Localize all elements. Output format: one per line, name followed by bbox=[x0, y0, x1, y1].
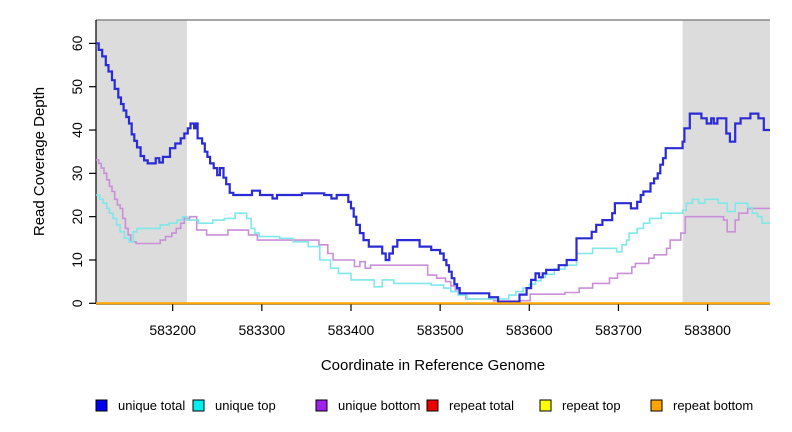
x-axis-title: Coordinate in Reference Genome bbox=[321, 357, 545, 374]
y-tick-label: 0 bbox=[69, 299, 85, 307]
highlight-regions bbox=[96, 20, 770, 304]
legend-label-unique-total: unique total bbox=[118, 398, 185, 413]
series-line-unique-bottom bbox=[96, 159, 770, 302]
x-tick-label: 583600 bbox=[506, 322, 553, 338]
x-tick-label: 583500 bbox=[417, 322, 464, 338]
legend-swatch-repeat-total bbox=[426, 399, 439, 412]
legend-swatch-unique-total bbox=[95, 399, 108, 412]
series-line-unique-top bbox=[96, 194, 770, 300]
legend: unique total unique top unique bottom repea… bbox=[95, 398, 753, 413]
y-tick-label: 10 bbox=[69, 252, 85, 268]
legend-swatch-repeat-bottom bbox=[650, 399, 663, 412]
legend-swatch-unique-bottom bbox=[315, 399, 328, 412]
repeat-region-shading bbox=[682, 20, 770, 304]
legend-swatch-unique-top bbox=[192, 399, 205, 412]
legend-swatch-repeat-top bbox=[539, 399, 552, 412]
legend-label-repeat-bottom: repeat bottom bbox=[673, 398, 753, 413]
series-line-unique-total bbox=[96, 42, 770, 304]
x-tick-label: 583200 bbox=[149, 322, 196, 338]
legend-label-unique-bottom: unique bottom bbox=[338, 398, 420, 413]
legend-label-repeat-top: repeat top bbox=[562, 398, 621, 413]
y-tick-label: 40 bbox=[69, 122, 85, 138]
series-lines bbox=[96, 42, 770, 305]
x-tick-label: 583800 bbox=[684, 322, 731, 338]
y-tick-label: 20 bbox=[69, 209, 85, 225]
legend-label-repeat-total: repeat total bbox=[449, 398, 514, 413]
legend-label-unique-top: unique top bbox=[215, 398, 276, 413]
y-axis-title: Read Coverage Depth bbox=[31, 87, 48, 236]
x-tick-label: 583700 bbox=[595, 322, 642, 338]
repeat-region-shading bbox=[96, 20, 187, 304]
axes: 0 10 20 30 40 50 60 583200 583300 583400 583500 583… bbox=[69, 19, 770, 338]
y-tick-label: 50 bbox=[69, 79, 85, 95]
x-tick-label: 583300 bbox=[238, 322, 285, 338]
y-tick-label: 60 bbox=[69, 35, 85, 51]
y-tick-label: 30 bbox=[69, 165, 85, 181]
x-tick-label: 583400 bbox=[328, 322, 375, 338]
